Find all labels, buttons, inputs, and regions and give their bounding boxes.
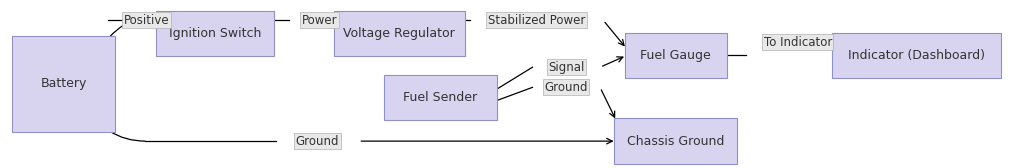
Text: Power: Power xyxy=(302,14,337,27)
Text: Positive: Positive xyxy=(124,14,169,27)
Text: Fuel Gauge: Fuel Gauge xyxy=(640,49,712,62)
FancyBboxPatch shape xyxy=(384,75,497,120)
FancyBboxPatch shape xyxy=(156,11,273,56)
Text: Stabilized Power: Stabilized Power xyxy=(487,14,586,27)
Text: Chassis Ground: Chassis Ground xyxy=(627,135,725,148)
Text: Voltage Regulator: Voltage Regulator xyxy=(343,27,456,40)
Text: To Indicator: To Indicator xyxy=(764,35,831,49)
FancyBboxPatch shape xyxy=(614,118,737,164)
Text: Battery: Battery xyxy=(40,77,87,91)
FancyBboxPatch shape xyxy=(831,33,1001,78)
Text: Signal: Signal xyxy=(548,61,585,74)
FancyBboxPatch shape xyxy=(625,33,727,78)
FancyBboxPatch shape xyxy=(12,36,115,132)
Text: Ground: Ground xyxy=(545,81,588,94)
Text: Indicator (Dashboard): Indicator (Dashboard) xyxy=(848,49,985,62)
FancyBboxPatch shape xyxy=(334,11,465,56)
Text: Ground: Ground xyxy=(296,135,339,148)
Text: Fuel Sender: Fuel Sender xyxy=(403,91,477,104)
Text: Ignition Switch: Ignition Switch xyxy=(169,27,261,40)
